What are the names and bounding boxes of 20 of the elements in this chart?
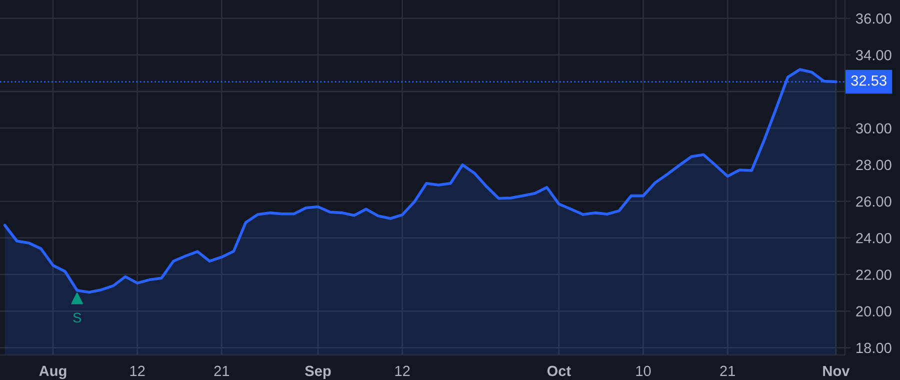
x-tick-label: Nov — [823, 366, 850, 376]
x-tick-label: Aug — [39, 366, 66, 380]
y-tick-label: 20.00 — [856, 306, 892, 317]
y-tick-label: 30.00 — [856, 123, 892, 134]
y-tick-label: 24.00 — [856, 232, 892, 244]
y-tick-label: 26.00 — [856, 196, 892, 207]
x-tick-label: Sep — [305, 366, 331, 380]
x-tick-label: 21 — [214, 366, 230, 376]
series-label: S — [73, 312, 82, 323]
x-tick-label: 12 — [130, 366, 145, 376]
x-tick-label: 10 — [636, 366, 651, 376]
ref-line-label: 32.53 — [851, 75, 886, 86]
y-tick-label: 28.00 — [856, 160, 892, 170]
y-tick-label: 22.00 — [856, 270, 892, 280]
y-tick-label: 34.00 — [856, 50, 892, 60]
x-tick-label: Oct — [547, 366, 571, 376]
x-tick-label: 12 — [395, 366, 410, 376]
y-tick-label: 36.00 — [856, 13, 892, 24]
x-tick-label: 21 — [720, 366, 735, 376]
y-tick-label: 18.00 — [856, 342, 892, 354]
